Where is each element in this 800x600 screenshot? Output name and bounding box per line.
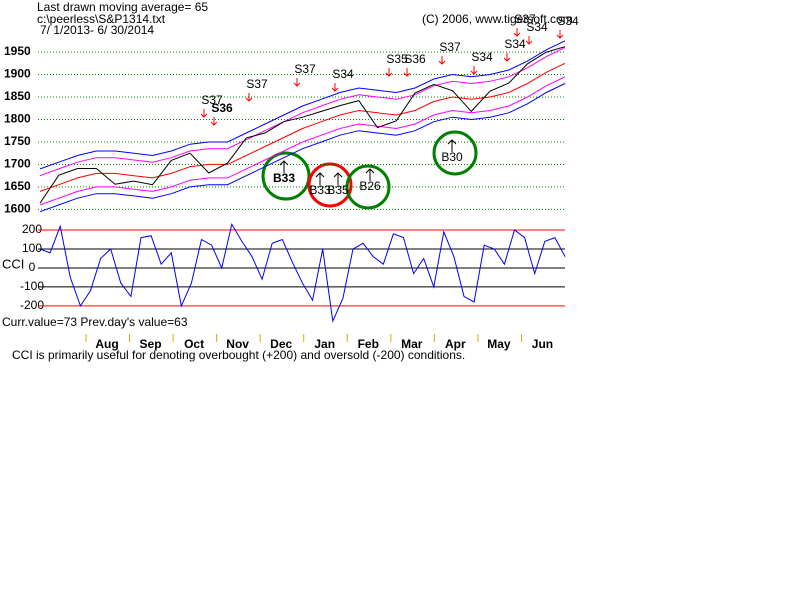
- x-tick-label: Mar: [401, 337, 423, 351]
- y-tick-label: -100: [20, 279, 44, 293]
- buy-signal: B33: [273, 171, 295, 185]
- sell-arrow: [331, 83, 339, 92]
- sell-signal: S34: [504, 37, 526, 51]
- sell-arrow: [210, 117, 218, 126]
- highlight-circle: [261, 151, 311, 201]
- series-line: [39, 47, 566, 177]
- header-line: Last drawn moving average= 65: [37, 0, 208, 14]
- buy-arrow: [315, 172, 325, 185]
- sell-arrow: [403, 68, 411, 77]
- buy-arrow: [447, 139, 457, 152]
- sell-arrow: [293, 78, 301, 87]
- sell-signal: S37: [246, 77, 268, 91]
- copyright: (C) 2006, www.tigersoft.com: [422, 12, 573, 26]
- series-line: [39, 222, 566, 323]
- buy-arrow: [279, 160, 289, 173]
- sell-arrow: [438, 56, 446, 65]
- sell-arrow: [503, 53, 511, 62]
- series-line: [39, 83, 566, 213]
- series-line: [39, 76, 566, 206]
- sell-signal: S37: [201, 93, 223, 107]
- y-tick-label: 200: [22, 222, 42, 236]
- x-tick-label: Jun: [532, 337, 553, 351]
- buy-signal: B35: [327, 183, 349, 197]
- series-line: [39, 62, 566, 192]
- status: Curr.value=73 Prev.day's value=63: [2, 315, 188, 329]
- y-tick-label: 1650: [4, 179, 31, 193]
- x-tick-label: Aug: [95, 337, 118, 351]
- sell-arrow: [245, 93, 253, 102]
- x-tick-label: Oct: [184, 337, 204, 351]
- sell-signal: S37: [294, 62, 316, 76]
- x-tick-label: Jan: [314, 337, 335, 351]
- buy-arrow: [365, 168, 375, 181]
- sell-arrow: [385, 68, 393, 77]
- header-line: 7/ 1/2013- 6/ 30/2014: [40, 23, 154, 37]
- y-tick-label: 100: [22, 241, 42, 255]
- buy-signal: B26: [359, 179, 381, 193]
- y-tick-label: 1950: [4, 44, 31, 58]
- highlight-circle: [432, 130, 478, 176]
- y-tick-label: -200: [20, 298, 44, 312]
- sell-signal: S37: [514, 12, 536, 26]
- note: CCI is primarily useful for denoting ove…: [12, 348, 465, 362]
- x-tick-label: Apr: [445, 337, 466, 351]
- buy-signal: B30: [441, 150, 463, 164]
- x-tick-label: Dec: [270, 337, 292, 351]
- header-line: c:\peerless\S&P1314.txt: [37, 12, 166, 26]
- sell-arrow: [556, 30, 564, 39]
- x-tick-label: Nov: [226, 337, 249, 351]
- y-tick-label: 1700: [4, 157, 31, 171]
- sell-signal: S36: [211, 101, 233, 115]
- sell-arrow: [470, 66, 478, 75]
- sell-arrow: [513, 28, 521, 37]
- y-tick-label: 1600: [4, 202, 31, 216]
- sell-signal: S34: [557, 14, 579, 28]
- buy-arrow: [333, 172, 343, 185]
- sell-signal: S35: [386, 52, 408, 66]
- sell-signal: S34: [332, 67, 354, 81]
- sell-signal: S34: [526, 20, 548, 34]
- sell-signal: S37: [439, 40, 461, 54]
- axis-label: CCI: [2, 256, 24, 271]
- y-tick-label: 1850: [4, 89, 31, 103]
- sell-arrow: [200, 109, 208, 118]
- buy-signal: B33: [309, 183, 331, 197]
- sell-signal: S36: [404, 52, 426, 66]
- x-tick-label: Feb: [358, 337, 379, 351]
- y-tick-label: 0: [29, 260, 36, 274]
- x-tick-label: May: [487, 337, 511, 351]
- y-tick-label: 1800: [4, 112, 31, 126]
- sell-arrow: [525, 36, 533, 45]
- sell-signal: S34: [471, 50, 493, 64]
- series-line: [39, 40, 566, 170]
- x-tick-label: Sep: [140, 337, 162, 351]
- series-line: [39, 46, 566, 204]
- y-tick-label: 1750: [4, 134, 31, 148]
- y-tick-label: 1900: [4, 67, 31, 81]
